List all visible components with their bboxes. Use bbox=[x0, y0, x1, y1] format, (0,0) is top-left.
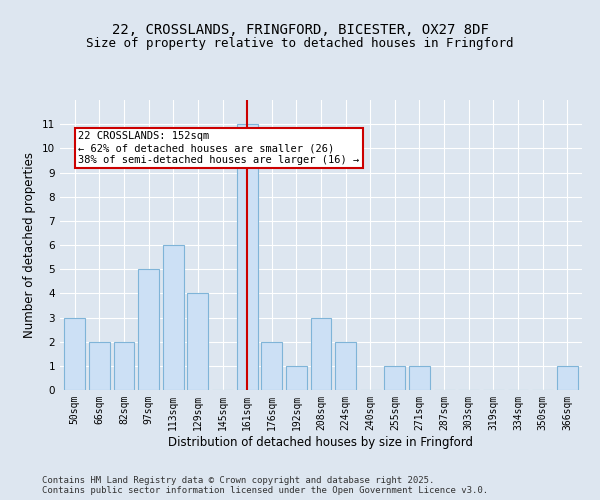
Bar bbox=[261, 342, 282, 390]
Bar bbox=[187, 294, 208, 390]
Bar bbox=[335, 342, 356, 390]
Bar bbox=[113, 342, 134, 390]
Bar bbox=[311, 318, 331, 390]
Bar bbox=[89, 342, 110, 390]
Text: 22 CROSSLANDS: 152sqm
← 62% of detached houses are smaller (26)
38% of semi-deta: 22 CROSSLANDS: 152sqm ← 62% of detached … bbox=[79, 132, 360, 164]
Bar bbox=[236, 124, 257, 390]
Bar bbox=[163, 245, 184, 390]
Bar bbox=[286, 366, 307, 390]
Bar bbox=[557, 366, 578, 390]
Bar bbox=[138, 269, 159, 390]
Bar bbox=[385, 366, 406, 390]
Bar bbox=[409, 366, 430, 390]
X-axis label: Distribution of detached houses by size in Fringford: Distribution of detached houses by size … bbox=[169, 436, 473, 448]
Text: Contains HM Land Registry data © Crown copyright and database right 2025.
Contai: Contains HM Land Registry data © Crown c… bbox=[42, 476, 488, 495]
Y-axis label: Number of detached properties: Number of detached properties bbox=[23, 152, 37, 338]
Text: Size of property relative to detached houses in Fringford: Size of property relative to detached ho… bbox=[86, 38, 514, 51]
Text: 22, CROSSLANDS, FRINGFORD, BICESTER, OX27 8DF: 22, CROSSLANDS, FRINGFORD, BICESTER, OX2… bbox=[112, 22, 488, 36]
Bar bbox=[64, 318, 85, 390]
